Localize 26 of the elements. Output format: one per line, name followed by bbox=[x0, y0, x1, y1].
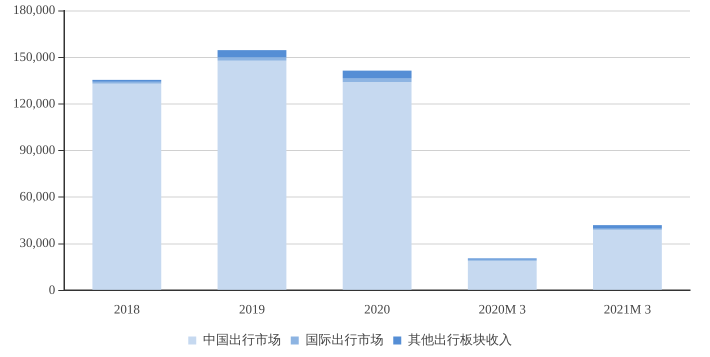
y-tick-label: 0 bbox=[48, 282, 56, 297]
y-tick-label: 30,000 bbox=[20, 235, 56, 250]
bar bbox=[342, 78, 412, 82]
y-tick-label: 60,000 bbox=[20, 188, 56, 204]
legend-label: 其他出行板块收入 bbox=[408, 332, 512, 347]
y-tick-label: 150,000 bbox=[13, 48, 56, 64]
bar bbox=[92, 81, 162, 84]
bar bbox=[218, 57, 286, 61]
x-tick-label: 2021M 3 bbox=[604, 302, 652, 317]
x-tick-label: 2019 bbox=[238, 302, 265, 317]
bar bbox=[593, 225, 662, 229]
bar bbox=[593, 230, 662, 290]
y-tick-label: 90,000 bbox=[20, 142, 56, 158]
x-tick-label: 2020 bbox=[364, 302, 390, 317]
bar bbox=[92, 84, 162, 290]
y-tick-label: 120,000 bbox=[13, 95, 56, 110]
legend-label: 中国出行市场 bbox=[202, 332, 281, 347]
bar bbox=[468, 260, 537, 290]
bar bbox=[218, 60, 286, 290]
legend-label: 国际出行市场 bbox=[305, 332, 384, 347]
x-tick-label: 2020M 3 bbox=[478, 302, 526, 317]
bar bbox=[342, 82, 412, 290]
y-tick-label: 180,000 bbox=[13, 2, 56, 18]
bar bbox=[342, 70, 412, 78]
bar bbox=[218, 50, 286, 58]
x-tick-label: 2018 bbox=[114, 302, 140, 317]
